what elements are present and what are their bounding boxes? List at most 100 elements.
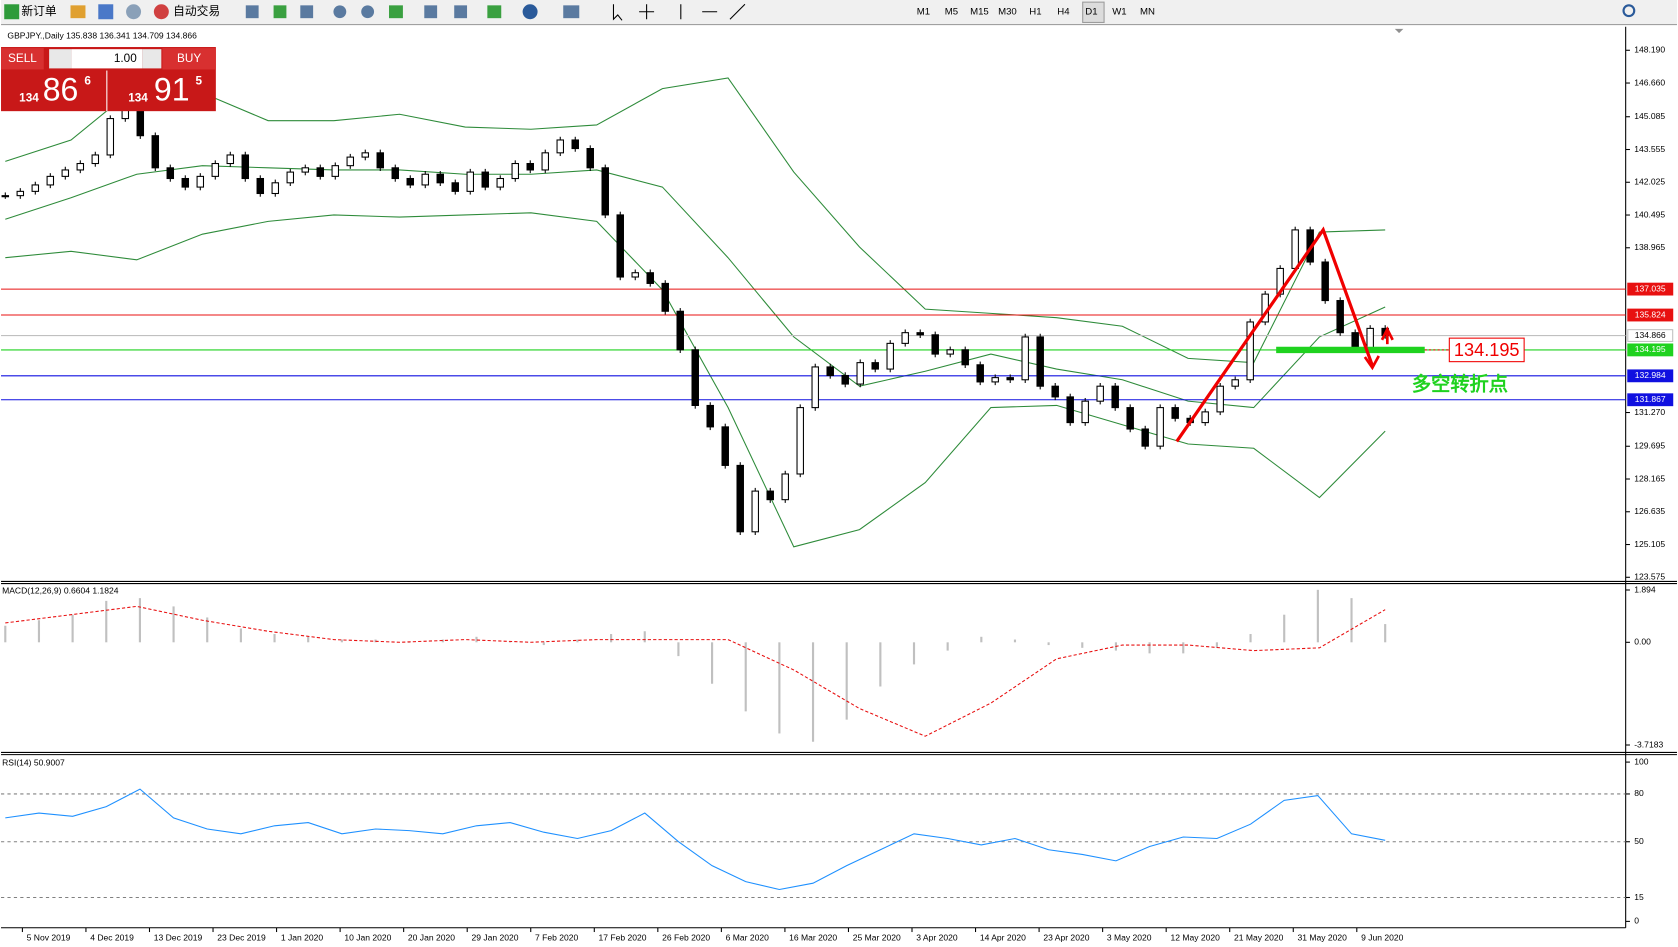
candle [691,349,699,406]
auto-trading-button[interactable]: 自动交易 [173,4,220,18]
macd-bar [441,639,444,643]
x-tick-label: 6 Mar 2020 [726,933,769,943]
search-icon[interactable] [1622,4,1636,18]
macd-bar [677,642,680,657]
bid-small[interactable]: 6 [84,74,91,87]
price-level-tag [1627,329,1674,342]
y-tick-label: -3.7183 [1634,739,1663,749]
bid-big[interactable]: 134 [19,91,39,104]
macd-bar [879,642,882,687]
timeframe-button[interactable]: D1 [1085,6,1097,17]
timeframe-button[interactable]: H4 [1057,6,1070,17]
macd-bar [1148,642,1151,654]
timeframe-button[interactable]: W1 [1112,6,1126,17]
candle [436,173,445,184]
sell-label[interactable]: SELL [8,52,37,65]
new-order-button[interactable]: 新订单 [21,4,56,18]
zoom-out[interactable] [361,5,375,19]
candle [136,107,145,137]
candle [1156,407,1164,447]
candle [451,182,460,192]
tool-icon[interactable] [454,5,468,19]
macd-bar [4,625,7,643]
toolbar-icon[interactable] [98,4,114,20]
x-tick-label: 7 Feb 2020 [535,933,578,943]
sell-button[interactable] [1,48,44,70]
candle [1021,336,1029,381]
new-order-icon[interactable] [4,4,20,20]
macd-bar [475,636,478,643]
crosshair-tool[interactable] [639,4,655,20]
timeframe-button[interactable]: M30 [998,6,1017,17]
candle [1321,261,1329,302]
timeframe-button[interactable]: M1 [917,6,930,17]
zoom-in[interactable] [333,5,347,19]
tool-icon[interactable] [424,5,438,19]
tool-icon[interactable] [245,5,259,19]
macd-bar [610,634,613,643]
candle [1066,396,1074,424]
toolbar-icon[interactable] [70,5,86,19]
buy-button[interactable] [162,48,216,70]
candle [106,118,115,156]
x-tick-label: 23 Apr 2020 [1043,933,1089,943]
tool-icon[interactable] [300,5,314,19]
y-tick-label: 126.635 [1634,506,1665,516]
candle [1246,321,1254,381]
tool-icon[interactable] [389,5,403,19]
lot-up[interactable] [142,49,162,69]
macd-bar [1384,624,1387,643]
tool-icon[interactable] [273,5,287,19]
tool-icon[interactable] [563,5,580,19]
candle [1216,385,1224,413]
candle [661,282,669,312]
lot-field[interactable] [71,49,143,69]
lot-value[interactable]: 1.00 [114,52,137,65]
tool-icon[interactable] [522,4,538,20]
candle [496,177,504,188]
bid-main[interactable]: 86 [43,71,79,107]
y-tick-label: 142.025 [1634,177,1665,187]
bollinger-upper [5,77,1386,364]
annotation-price: 134.195 [1454,340,1520,360]
timeframe-button[interactable]: M5 [945,6,958,17]
price-level-label: 132.984 [1635,370,1666,380]
cursor-tool[interactable] [612,4,623,21]
tool-icon[interactable] [487,5,502,19]
macd-bar [744,642,747,712]
timeframe-button[interactable]: H1 [1029,6,1041,17]
rsi-pane: 100 80 50 15 0 RSI(14) 50.9007 [1,756,1649,926]
candle [991,377,999,383]
candle [1111,385,1119,409]
lot-down[interactable] [49,49,72,69]
timeframe-button[interactable]: M15 [970,6,989,17]
price-level-tag [1627,393,1674,407]
macd-bar [1283,614,1286,643]
candle [976,364,984,383]
ask-small[interactable]: 5 [196,74,203,87]
price-level-tag [1627,282,1674,296]
buy-label[interactable]: BUY [177,52,201,65]
toolbar-icon[interactable] [126,4,142,20]
candle [91,154,100,165]
x-tick-label: 14 Apr 2020 [980,933,1026,943]
price-level-label: 135.824 [1635,309,1666,319]
candle [721,426,729,466]
ask-big[interactable]: 134 [128,91,148,104]
price-level-tag [1627,343,1674,357]
ask-main[interactable]: 91 [154,71,190,107]
active-timeframe [1082,1,1105,23]
candle [166,167,175,180]
macd-bar [811,642,815,742]
candle [421,173,430,186]
macd-bar [206,617,209,643]
macd-bar [643,631,646,643]
timeframe-button[interactable]: MN [1140,6,1155,17]
auto-trading-icon[interactable] [153,4,169,20]
macd-bar [1047,642,1050,646]
candle [766,490,774,501]
line-tools[interactable] [680,3,746,20]
x-tick-label: 9 Jun 2020 [1361,933,1404,943]
